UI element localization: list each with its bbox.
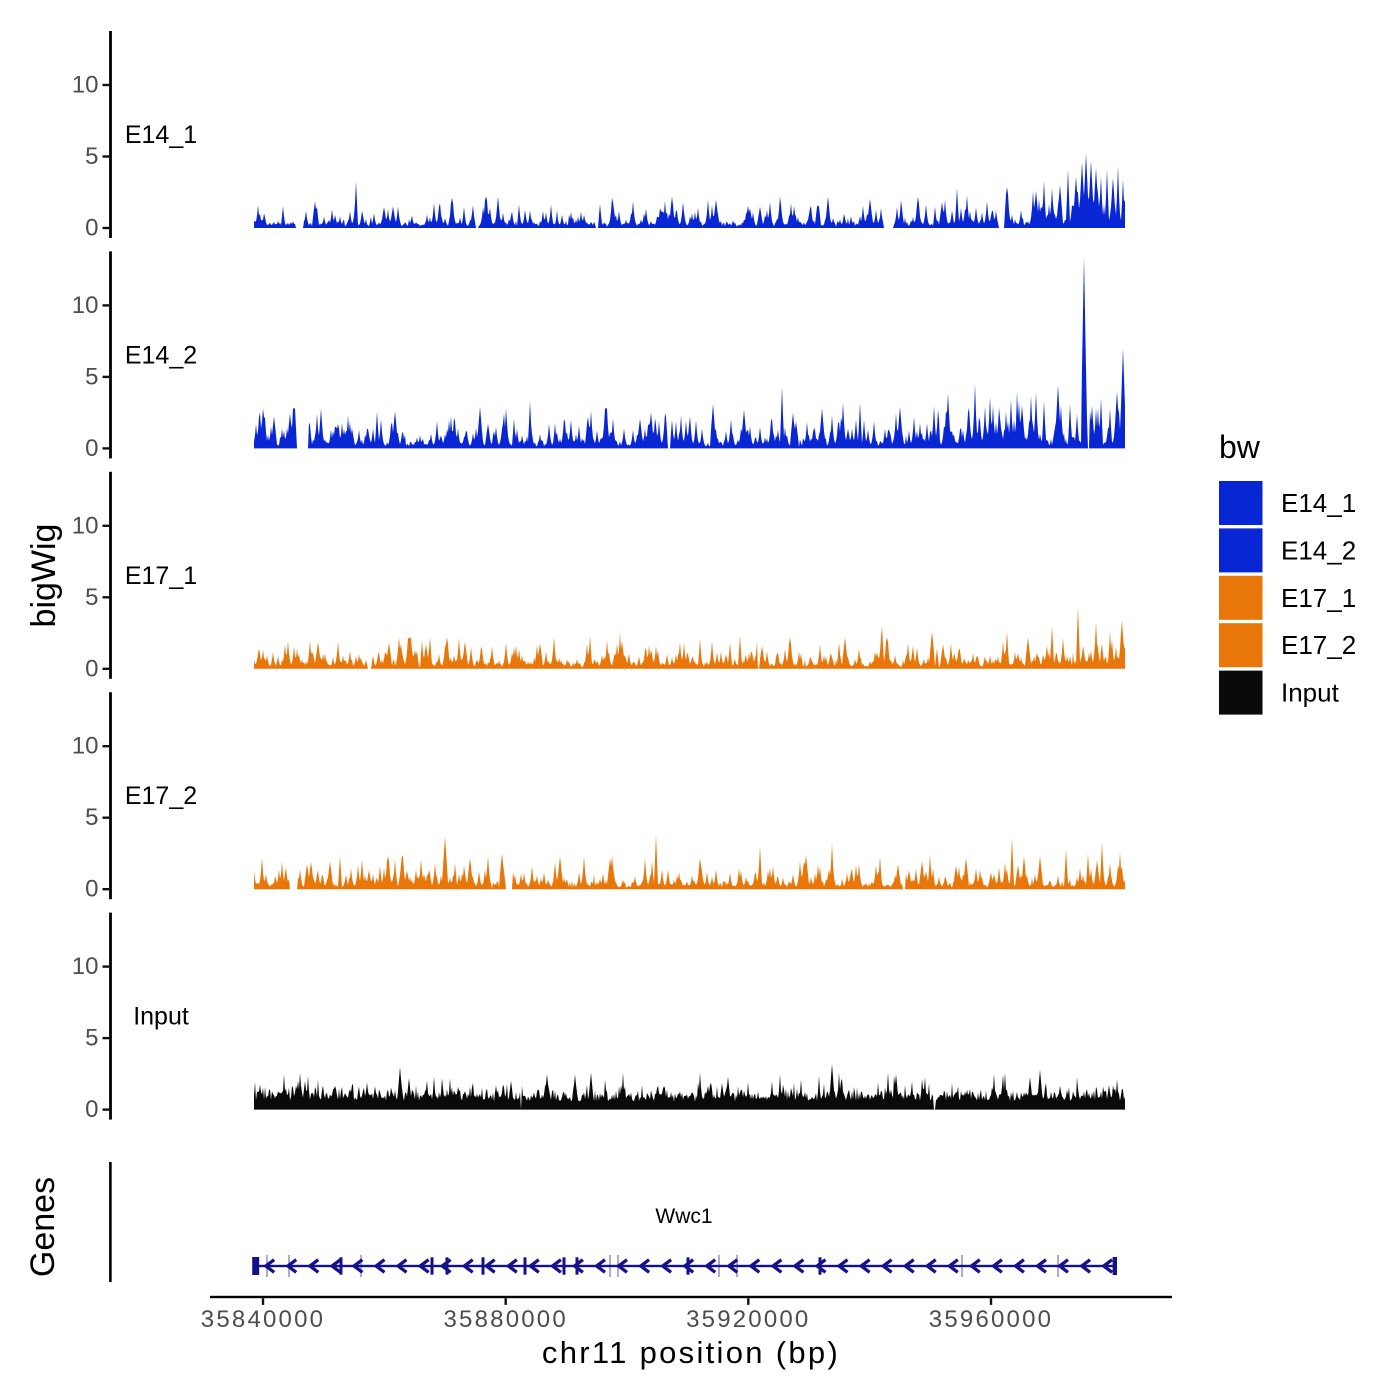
svg-text:E14_1: E14_1 — [1281, 488, 1356, 518]
svg-text:10: 10 — [72, 953, 99, 980]
svg-text:10: 10 — [72, 512, 99, 539]
svg-text:10: 10 — [72, 733, 99, 760]
svg-text:E17_1: E17_1 — [1281, 583, 1356, 613]
svg-text:Genes: Genes — [24, 1177, 62, 1277]
svg-text:E14_1: E14_1 — [125, 121, 197, 149]
svg-text:bigWig: bigWig — [25, 524, 63, 628]
svg-text:5: 5 — [85, 363, 98, 390]
svg-text:Input: Input — [1281, 678, 1340, 708]
svg-text:5: 5 — [85, 804, 98, 831]
svg-text:0: 0 — [85, 655, 98, 682]
svg-text:35960000: 35960000 — [929, 1306, 1053, 1333]
svg-text:5: 5 — [85, 1025, 98, 1052]
svg-text:0: 0 — [85, 215, 98, 242]
svg-text:Wwc1: Wwc1 — [655, 1205, 712, 1228]
svg-text:bw: bw — [1219, 429, 1261, 465]
svg-text:E14_2: E14_2 — [1281, 535, 1356, 565]
svg-text:E17_2: E17_2 — [125, 782, 197, 810]
svg-text:0: 0 — [85, 435, 98, 462]
svg-text:5: 5 — [85, 584, 98, 611]
svg-text:35880000: 35880000 — [444, 1306, 568, 1333]
svg-text:E17_1: E17_1 — [125, 562, 197, 590]
svg-text:E17_2: E17_2 — [1281, 630, 1356, 660]
svg-text:Input: Input — [133, 1003, 189, 1031]
svg-text:0: 0 — [85, 1096, 98, 1123]
svg-text:35920000: 35920000 — [686, 1306, 810, 1333]
svg-text:5: 5 — [85, 143, 98, 170]
svg-text:10: 10 — [72, 292, 99, 319]
svg-text:35840000: 35840000 — [201, 1306, 325, 1333]
svg-text:0: 0 — [85, 876, 98, 903]
svg-text:E14_2: E14_2 — [125, 341, 197, 369]
svg-text:10: 10 — [72, 72, 99, 99]
svg-text:chr11 position (bp): chr11 position (bp) — [542, 1335, 840, 1370]
